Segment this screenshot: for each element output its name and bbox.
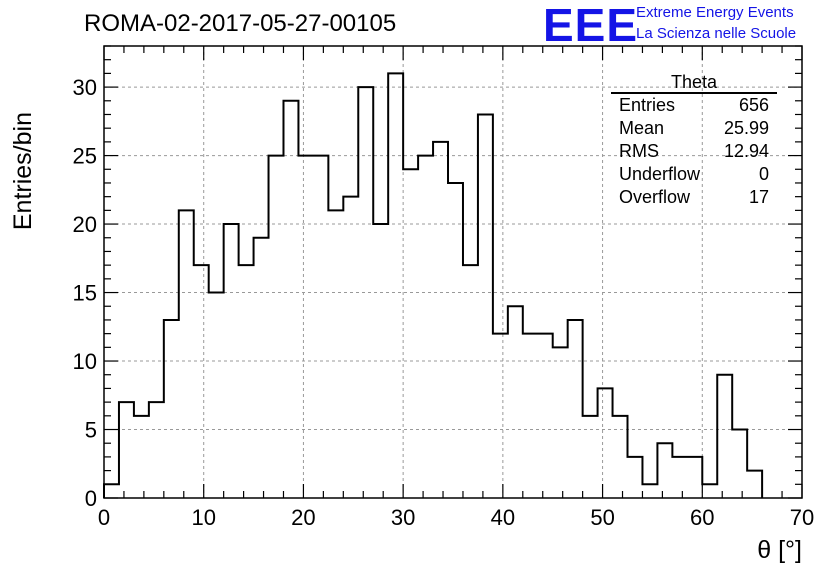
stats-row-entries: Entries 656 xyxy=(611,94,777,117)
x-axis-label: θ [°] xyxy=(757,536,802,564)
grid-lines xyxy=(104,46,802,498)
y-tick-label: 30 xyxy=(73,75,97,100)
stats-row-overflow: Overflow 17 xyxy=(611,186,777,209)
stats-row-underflow: Underflow 0 xyxy=(611,163,777,186)
y-tick-label: 5 xyxy=(85,418,97,443)
y-axis-label: Entries/bin xyxy=(9,112,37,230)
x-tick-label: 60 xyxy=(690,505,714,530)
stats-label: RMS xyxy=(619,141,659,161)
y-tick-label: 0 xyxy=(85,486,97,511)
stats-value: 25.99 xyxy=(723,118,769,138)
stats-box: Theta Entries 656 Mean 25.99 RMS 12.94 U… xyxy=(611,72,777,209)
y-tick-label: 25 xyxy=(73,144,97,169)
stats-label: Mean xyxy=(619,118,665,138)
x-tick-label: 20 xyxy=(291,505,315,530)
stats-row-mean: Mean 25.99 xyxy=(611,117,777,140)
stats-title: Theta xyxy=(611,72,777,94)
x-tick-label: 0 xyxy=(98,505,110,530)
stats-value: 656 xyxy=(738,95,769,115)
chart-title: ROMA-02-2017-05-27-00105 xyxy=(84,10,397,37)
stats-value: 12.94 xyxy=(723,141,769,161)
y-axis-ticks: 0 5 10 15 20 25 30 xyxy=(73,45,802,511)
stats-label: Underflow xyxy=(619,164,701,184)
stats-label: Entries xyxy=(619,95,676,115)
plot-frame xyxy=(103,45,803,499)
x-tick-label: 50 xyxy=(590,505,614,530)
logo-subtitle-line1: Extreme Energy Events xyxy=(636,4,794,21)
x-tick-label: 70 xyxy=(790,505,814,530)
y-tick-label: 20 xyxy=(73,212,97,237)
stats-row-rms: RMS 12.94 xyxy=(611,140,777,163)
histogram-series xyxy=(103,72,764,498)
stats-label: Overflow xyxy=(619,187,691,207)
logo-subtitle-line2: La Scienza nelle Scuole xyxy=(636,25,797,42)
x-tick-label: 40 xyxy=(491,505,515,530)
x-axis-ticks: 0 10 20 30 40 50 60 70 xyxy=(98,46,814,530)
stats-value: 0 xyxy=(758,164,769,184)
y-tick-label: 10 xyxy=(73,349,97,374)
eee-logo: EEE xyxy=(543,0,639,51)
y-tick-label: 15 xyxy=(73,281,97,306)
stats-value: 17 xyxy=(748,187,769,207)
x-tick-label: 30 xyxy=(391,505,415,530)
x-tick-label: 10 xyxy=(191,505,215,530)
